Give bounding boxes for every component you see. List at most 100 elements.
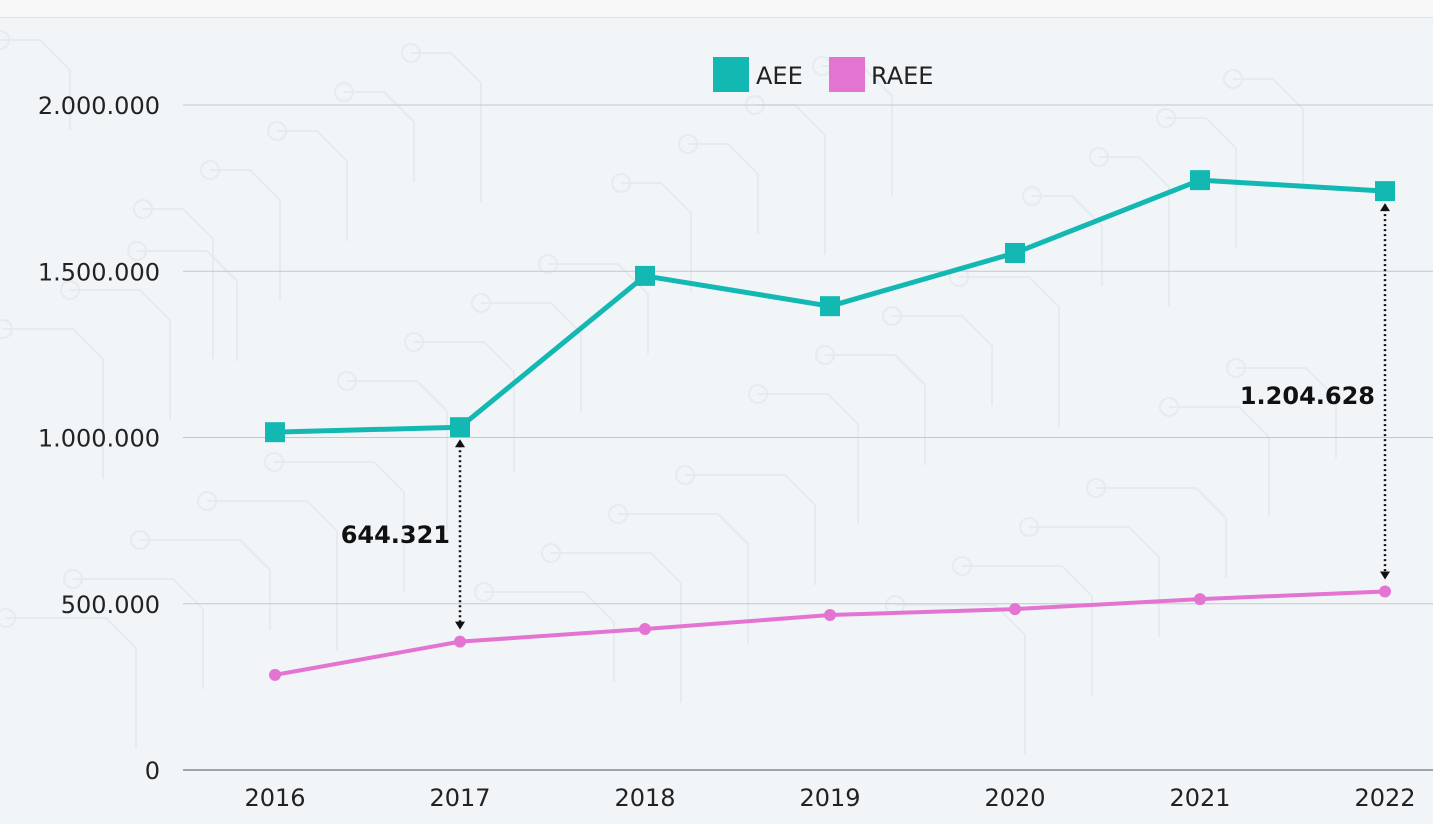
circuit-trace [73, 578, 204, 689]
circuit-node [474, 582, 494, 602]
circuit-trace [688, 143, 759, 234]
circuit-node [60, 280, 80, 300]
x-tick-label: 2021 [1169, 784, 1230, 812]
y-axis: 0 500.000 1.000.000 1.500.000 2.000.000 [38, 92, 160, 785]
circuit-background [0, 30, 1337, 755]
circuit-trace [1029, 526, 1160, 637]
circuit-trace [1096, 487, 1227, 578]
data-point [1190, 170, 1210, 191]
circuit-trace [755, 104, 826, 255]
circuit-trace [758, 393, 859, 524]
circuit-trace [959, 276, 1060, 427]
data-point [269, 668, 281, 681]
circuit-trace [481, 302, 582, 413]
x-tick-label: 2022 [1354, 784, 1415, 812]
circuit-trace [274, 461, 405, 592]
data-point [635, 265, 655, 286]
data-point [1379, 585, 1391, 598]
circuit-node [541, 543, 561, 563]
arrow-head-down [1380, 571, 1390, 580]
data-point [1194, 593, 1206, 606]
x-tick-label: 2016 [244, 784, 305, 812]
circuit-node [401, 43, 421, 63]
circuit-trace [621, 182, 692, 293]
circuit-trace [1236, 367, 1337, 458]
circuit-node [538, 254, 558, 274]
data-point [824, 609, 836, 622]
y-tick-label: 1.000.000 [38, 425, 160, 453]
circuit-trace [210, 169, 281, 300]
circuit-node [404, 332, 424, 352]
circuit-node [952, 556, 972, 576]
legend-label-raee: RAEE [871, 62, 933, 90]
legend-swatch-aee [713, 57, 749, 92]
circuit-node [815, 345, 835, 365]
circuit-node [200, 160, 220, 180]
annotations: 644.321 1.204.628 [341, 203, 1390, 630]
circuit-node [611, 173, 631, 193]
circuit-node [127, 241, 147, 261]
circuit-node [337, 371, 357, 391]
x-tick-label: 2018 [614, 784, 675, 812]
circuit-trace [411, 52, 482, 203]
data-point [820, 296, 840, 317]
data-point [450, 417, 470, 438]
circuit-trace [1166, 117, 1237, 248]
arrow-head-up [1380, 203, 1390, 212]
circuit-node [1019, 517, 1039, 537]
circuit-node [1086, 478, 1106, 498]
arrow-head-up [455, 439, 465, 448]
circuit-node [1226, 358, 1246, 378]
circuit-node [0, 319, 13, 339]
circuit-trace [825, 354, 926, 465]
circuit-trace [618, 513, 749, 644]
circuit-trace [892, 315, 993, 406]
legend-label-aee: AEE [756, 62, 803, 90]
circuit-node [133, 199, 153, 219]
circuit-trace [143, 208, 214, 359]
circuit-trace [0, 39, 71, 130]
series-raee [269, 585, 1391, 681]
circuit-node [1223, 69, 1243, 89]
legend: AEE RAEE [713, 57, 933, 92]
circuit-trace [1233, 78, 1304, 189]
circuit-node [63, 569, 83, 589]
data-point [1009, 603, 1021, 616]
circuit-trace [895, 604, 1026, 755]
data-point [1005, 242, 1025, 263]
circuit-trace [347, 380, 448, 531]
circuit-node [1022, 186, 1042, 206]
circuit-node [678, 134, 698, 154]
circuit-trace [1032, 195, 1103, 286]
x-tick-label: 2019 [799, 784, 860, 812]
circuit-node [675, 465, 695, 485]
annotation-label: 1.204.628 [1240, 382, 1375, 410]
top-bar [0, 0, 1433, 18]
circuit-trace [344, 91, 415, 182]
circuit-trace [140, 539, 271, 630]
circuit-node [264, 452, 284, 472]
circuit-trace [6, 617, 137, 748]
circuit-trace [685, 474, 816, 585]
circuit-trace [551, 552, 682, 703]
circuit-trace [1169, 406, 1270, 517]
circuit-trace [1099, 156, 1170, 307]
circuit-trace [484, 591, 615, 682]
x-tick-label: 2017 [429, 784, 490, 812]
circuit-trace [548, 263, 649, 354]
circuit-node [608, 504, 628, 524]
circuit-trace [207, 500, 338, 651]
circuit-trace [277, 130, 348, 241]
circuit-trace [414, 341, 515, 472]
circuit-node [471, 293, 491, 313]
x-tick-label: 2020 [984, 784, 1045, 812]
circuit-node [197, 491, 217, 511]
circuit-node [267, 121, 287, 141]
gridlines [183, 104, 1433, 771]
circuit-node [1159, 397, 1179, 417]
legend-swatch-raee [829, 57, 865, 92]
y-tick-label: 500.000 [61, 591, 160, 619]
circuit-trace [137, 250, 238, 361]
circuit-trace [70, 289, 171, 420]
circuit-node [334, 82, 354, 102]
